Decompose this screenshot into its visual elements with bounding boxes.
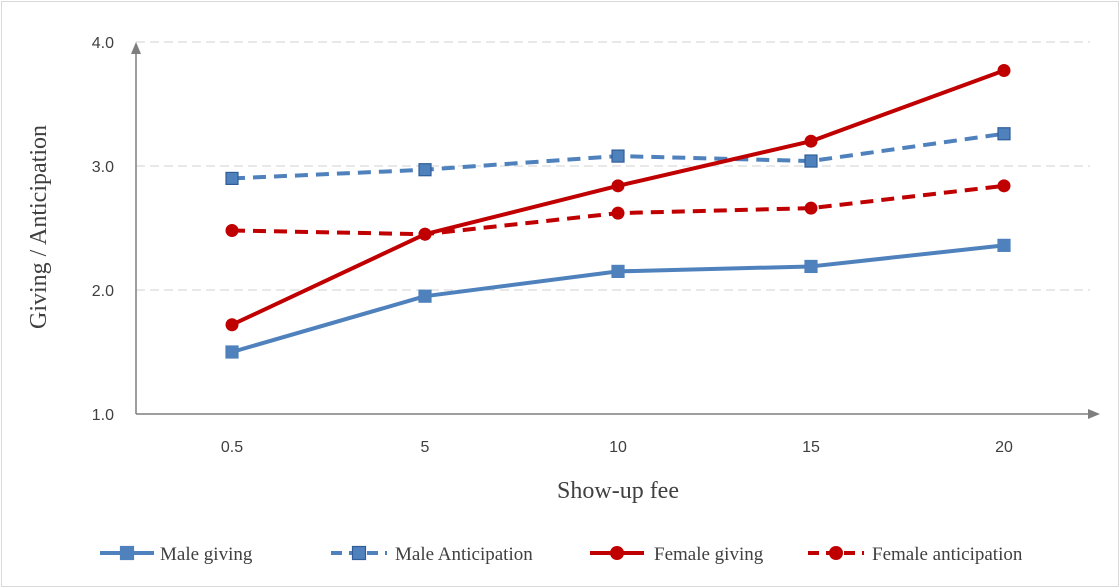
x-tick-label: 0.5	[221, 439, 243, 456]
gridlines	[136, 41, 1090, 291]
y-axis-ticks: 1.0 2.0 3.0 4.0	[92, 35, 114, 424]
legend-label: Female anticipation	[872, 544, 1023, 565]
x-axis-ticks: 0.5 5 10 15 20	[221, 439, 1013, 456]
data-point	[997, 179, 1011, 193]
data-point	[418, 227, 432, 241]
legend-label: Male Anticipation	[395, 544, 533, 565]
x-axis-title: Show-up fee	[557, 478, 679, 504]
y-axis-arrow	[131, 42, 141, 54]
data-point	[611, 264, 625, 278]
y-tick-label: 3.0	[92, 159, 114, 176]
y-tick-label: 2.0	[92, 283, 114, 300]
data-point	[997, 127, 1011, 141]
y-axis-title: Giving / Anticipation	[26, 125, 52, 329]
data-point	[997, 238, 1011, 252]
x-tick-label: 20	[995, 439, 1013, 456]
data-point	[225, 223, 239, 237]
legend-swatch-marker	[119, 545, 135, 561]
legend-item: Female giving	[590, 544, 764, 565]
data-point	[997, 64, 1011, 78]
data-point	[804, 134, 818, 148]
series-male-giving	[225, 238, 1011, 359]
x-tick-label: 10	[609, 439, 627, 456]
legend: Male giving Male Anticipation Female givin…	[100, 544, 1023, 565]
legend-swatch-marker	[351, 545, 367, 561]
series-line	[231, 243, 1005, 354]
series-female-anticipation	[225, 179, 1011, 241]
y-tick-label: 4.0	[92, 35, 114, 52]
data-point	[611, 179, 625, 193]
data-point	[804, 154, 818, 168]
data-point	[804, 259, 818, 274]
series-male-anticipation	[225, 127, 1011, 185]
x-tick-label: 15	[802, 439, 820, 456]
data-point	[611, 206, 625, 220]
data-point	[225, 345, 239, 359]
legend-item: Male giving	[100, 544, 253, 565]
data-point	[418, 163, 432, 177]
data-point	[804, 201, 818, 215]
legend-item: Male Anticipation	[331, 544, 533, 565]
data-point	[225, 171, 239, 185]
axes	[131, 42, 1100, 419]
data-point	[225, 318, 239, 332]
y-tick-label: 1.0	[92, 407, 114, 424]
legend-item: Female anticipation	[808, 544, 1023, 565]
series-group	[225, 64, 1011, 359]
legend-swatch-marker	[829, 546, 843, 560]
x-tick-label: 5	[421, 439, 430, 456]
x-axis-arrow	[1088, 409, 1100, 419]
legend-label: Male giving	[160, 544, 253, 565]
legend-label: Female giving	[654, 544, 764, 565]
legend-swatch-marker	[610, 546, 624, 560]
data-point	[611, 149, 625, 163]
data-point	[418, 289, 432, 303]
